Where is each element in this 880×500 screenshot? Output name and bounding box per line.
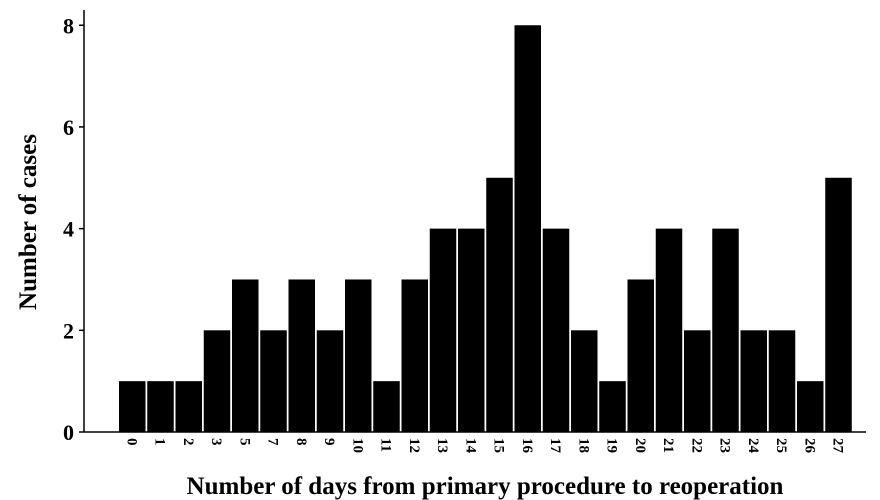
x-tick-label: 0 <box>123 438 139 446</box>
bar-day-14 <box>458 228 485 432</box>
x-tick-label: 3 <box>208 438 224 446</box>
bar-day-18 <box>571 330 598 432</box>
x-tick-label: 23 <box>717 438 733 453</box>
bar-day-1 <box>147 381 174 432</box>
x-tick-label: 18 <box>575 438 591 453</box>
y-ticks-group: 0 2 4 6 8 <box>63 13 84 445</box>
x-tick-label: 7 <box>265 438 281 446</box>
x-tick-label: 9 <box>321 438 337 446</box>
y-axis-title: Number of cases <box>15 134 42 310</box>
x-tick-label: 16 <box>519 438 535 454</box>
bar-day-27 <box>825 177 852 432</box>
bar-day-21 <box>655 228 683 432</box>
x-tick-label: 24 <box>745 438 761 454</box>
x-tick-label: 21 <box>660 438 676 453</box>
bar-day-8 <box>288 279 315 432</box>
bar-day-7 <box>260 330 287 432</box>
x-tick-label: 17 <box>547 438 563 454</box>
bar-day-10 <box>345 279 372 432</box>
x-tick-label: 27 <box>830 438 846 454</box>
bar-day-15 <box>486 177 513 432</box>
x-tick-label: 2 <box>180 438 196 446</box>
x-tick-label: 15 <box>491 438 507 453</box>
bar-day-11 <box>373 381 400 432</box>
bar-day-20 <box>627 279 654 432</box>
x-tick-label: 8 <box>293 438 309 446</box>
x-tick-label: 5 <box>236 438 252 446</box>
x-tick-label: 10 <box>349 438 365 453</box>
bar-day-3 <box>203 330 231 432</box>
x-tick-label: 11 <box>378 438 394 452</box>
bar-day-26 <box>797 381 824 432</box>
x-axis-title: Number of days from primary procedure to… <box>187 473 784 500</box>
x-tick-label: 12 <box>406 438 422 453</box>
bar-day-12 <box>401 279 428 432</box>
x-ticks-group: 0 1 2 3 5 7 8 9 10 11 12 13 14 15 16 17 18 19 20 21 22 23 24 25… <box>123 438 845 454</box>
y-tick-label: 0 <box>63 420 74 445</box>
bar-day-25 <box>768 330 796 432</box>
x-tick-label: 22 <box>688 438 704 453</box>
bar-day-23 <box>712 228 739 432</box>
bar-day-16 <box>514 25 541 432</box>
bar-day-2 <box>175 381 202 432</box>
bar-day-19 <box>599 381 626 432</box>
x-tick-label: 25 <box>773 438 789 453</box>
bar-day-9 <box>316 330 344 432</box>
x-tick-label: 20 <box>632 438 648 453</box>
y-tick-label: 8 <box>63 13 74 38</box>
y-tick-label: 4 <box>63 217 74 242</box>
bars-group <box>119 25 852 432</box>
x-tick-label: 13 <box>434 438 450 453</box>
x-tick-label: 19 <box>604 438 620 453</box>
x-tick-label: 26 <box>801 438 817 454</box>
x-tick-label: 14 <box>462 438 478 454</box>
y-tick-label: 6 <box>63 115 74 140</box>
bar-day-22 <box>684 330 711 432</box>
bar-day-5 <box>232 279 259 432</box>
x-tick-label: 1 <box>152 438 168 446</box>
bar-day-0 <box>119 381 146 432</box>
y-tick-label: 2 <box>63 318 74 343</box>
bar-day-24 <box>740 330 767 432</box>
bar-day-13 <box>429 228 457 432</box>
bar-day-17 <box>542 228 570 432</box>
